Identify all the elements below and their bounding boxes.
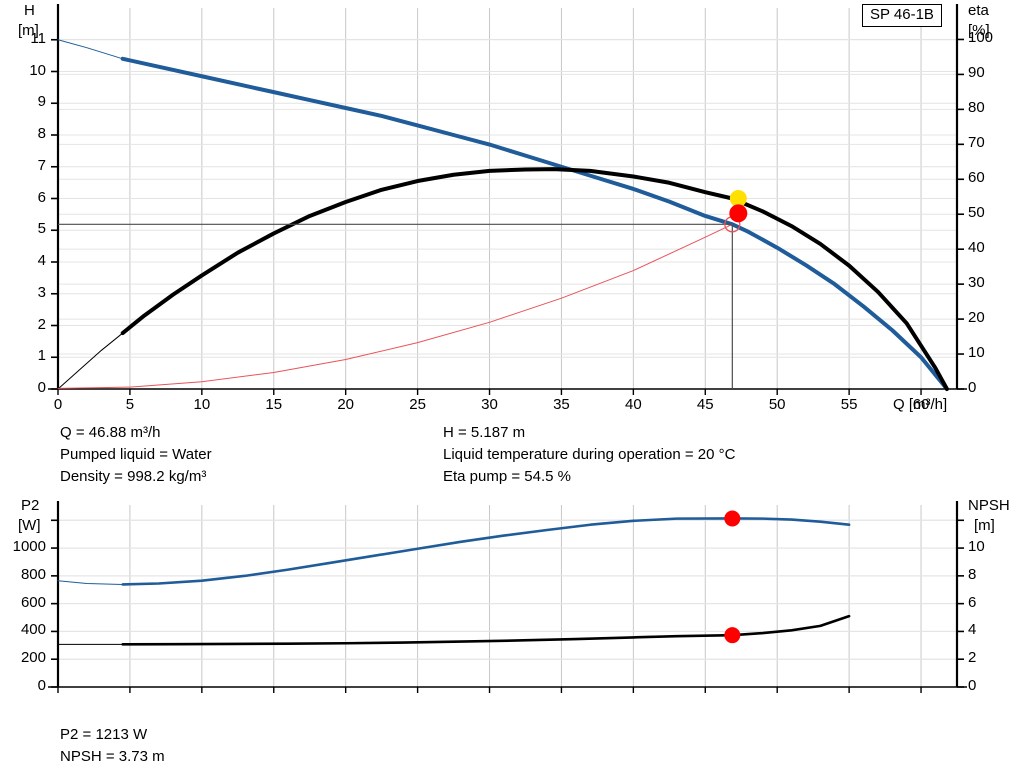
upper-xtick-30: 30 (481, 396, 498, 413)
upper-y2tick-90: 90 (968, 64, 985, 82)
lower-y2tick-4: 4 (968, 621, 977, 639)
upper-ytick-5: 5 (37, 220, 46, 238)
upper-ytick-10: 10 (29, 61, 46, 79)
lower-chart-y2-axis-unit: [m] (974, 517, 995, 534)
upper-chart-x-axis-title: Q [m³/h] (893, 396, 948, 413)
upper-ytick-1: 1 (37, 347, 46, 365)
upper-ytick-11: 11 (30, 29, 46, 47)
upper-xtick-50: 50 (768, 396, 786, 413)
lower-ytick-200: 200 (20, 649, 46, 667)
upper-ytick-7: 7 (37, 156, 46, 174)
upper-xtick-35: 35 (553, 396, 570, 413)
upper-y2tick-20: 20 (968, 309, 985, 327)
lower-chart-y2-axis-title: NPSH (968, 497, 1010, 514)
upper-xtick-20: 20 (337, 396, 355, 413)
upper-ytick-9: 9 (37, 93, 46, 111)
upper-xtick-25: 25 (409, 396, 426, 413)
upper-y2tick-80: 80 (968, 99, 985, 117)
upper-y2tick-10: 10 (968, 344, 985, 362)
lower-y2tick-2: 2 (968, 649, 977, 667)
info-h: H = 5.187 m (443, 424, 526, 441)
info-liquid-temperature: Liquid temperature during operation = 20… (443, 446, 736, 463)
upper-ytick-2: 2 (37, 315, 46, 333)
upper-xtick-15: 15 (265, 396, 283, 413)
info-eta-pump: Eta pump = 54.5 % (443, 468, 571, 485)
upper-y2tick-0: 0 (968, 379, 977, 396)
upper-ytick-4: 4 (37, 252, 46, 269)
info-q: Q = 46.88 m³/h (60, 424, 161, 441)
upper-y2tick-60: 60 (968, 169, 985, 187)
upper-y2tick-50: 50 (968, 204, 985, 222)
lower-chart-y-axis-unit: [W] (18, 517, 41, 534)
upper-chart-y-axis-title: H (24, 2, 35, 19)
upper-chart-y2-axis-unit: [%] (968, 22, 990, 39)
upper-ytick-8: 8 (37, 125, 46, 142)
duty-point-eta-marker (729, 190, 747, 207)
upper-xtick-5: 5 (125, 396, 135, 413)
pump-model-title: SP 46-1B (862, 4, 942, 27)
lower-y2tick-6: 6 (968, 593, 977, 611)
upper-y2tick-100: 100 (968, 29, 994, 47)
info-pumped-liquid: Pumped liquid = Water (60, 446, 212, 463)
info-density: Density = 998.2 kg/m³ (60, 468, 207, 485)
duty-point-h-marker (729, 204, 748, 223)
upper-xtick-45: 45 (696, 396, 714, 413)
upper-xtick-0: 0 (53, 396, 63, 413)
lower-ytick-400: 400 (20, 621, 46, 639)
upper-ytick-0: 0 (37, 379, 46, 396)
duty-point-npsh-marker (724, 627, 741, 644)
lower-chart-y-axis-title: P2 (21, 497, 40, 514)
upper-chart-y-axis-unit: [m] (18, 22, 39, 39)
lower-y2tick-0: 0 (968, 677, 977, 694)
lower-ytick-800: 800 (20, 565, 46, 583)
upper-xtick-40: 40 (625, 396, 642, 413)
upper-xtick-55: 55 (840, 396, 858, 413)
upper-xtick-10: 10 (193, 396, 211, 413)
info-npsh: NPSH = 3.73 m (60, 748, 165, 765)
upper-chart-y2-axis-title: eta (968, 2, 989, 19)
lower-y2tick-8: 8 (968, 565, 977, 583)
lower-ytick-600: 600 (20, 593, 46, 611)
lower-ytick-0: 0 (37, 677, 46, 694)
upper-ytick-6: 6 (37, 188, 46, 206)
upper-y2tick-30: 30 (968, 274, 985, 292)
upper-y2tick-40: 40 (968, 239, 985, 257)
duty-point-p2-marker (724, 510, 741, 527)
lower-ytick-1000: 1000 (12, 538, 46, 556)
info-p2: P2 = 1213 W (60, 726, 148, 743)
upper-y2tick-70: 70 (968, 134, 985, 152)
upper-ytick-3: 3 (37, 283, 46, 301)
lower-y2tick-10: 10 (968, 538, 985, 556)
upper-xtick-60: 60 (912, 396, 930, 413)
